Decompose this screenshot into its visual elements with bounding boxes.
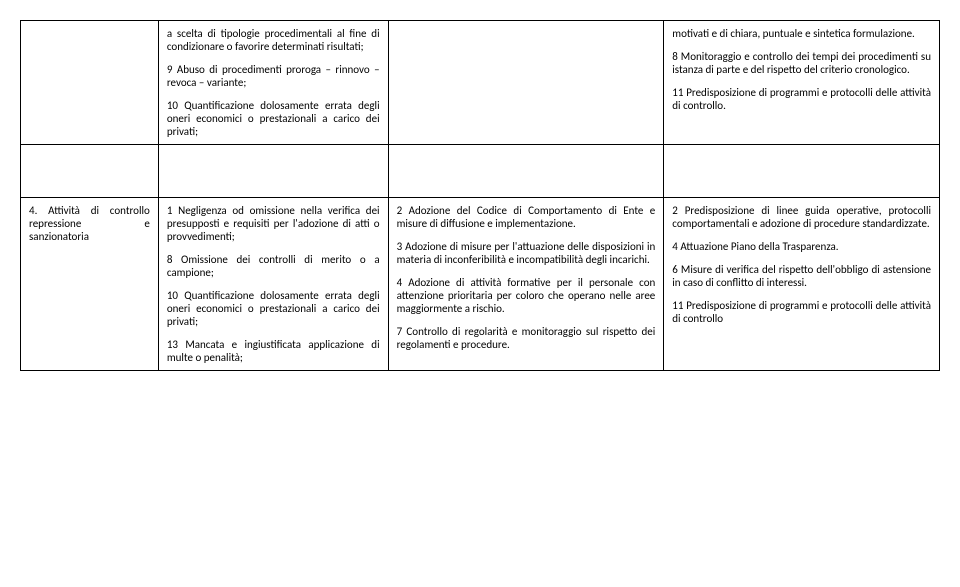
paragraph: 1 Negligenza od omissione nella verifica… — [167, 204, 380, 243]
cell-col2-r1: a scelta di tipologie procedimentali al … — [158, 21, 388, 145]
cell-col3-r1 — [388, 21, 664, 145]
paragraph: 13 Mancata e ingiustificata applicazione… — [167, 338, 380, 364]
cell-col1-r2: 4. Attività di controllo repressione e s… — [21, 198, 159, 371]
paragraph: 11 Predisposizione di programmi e protoc… — [672, 299, 931, 325]
paragraph: 6 Misure di verifica del rispetto dell'o… — [672, 263, 931, 289]
cell-col4-r2: 2 Predisposizione di linee guida operati… — [664, 198, 940, 371]
paragraph: 10 Quantificazione dolosamente errata de… — [167, 99, 380, 138]
cell-col2-r2: 1 Negligenza od omissione nella verifica… — [158, 198, 388, 371]
table-row: a scelta di tipologie procedimentali al … — [21, 21, 940, 145]
paragraph: 4. Attività di controllo repressione e s… — [29, 204, 150, 243]
paragraph: 4 Attuazione Piano della Trasparenza. — [672, 240, 931, 253]
paragraph: 4 Adozione di attività formative per il … — [397, 276, 656, 315]
paragraph: 3 Adozione di misure per l'attuazione de… — [397, 240, 656, 266]
spacer-row — [21, 145, 940, 198]
paragraph: 11 Predisposizione di programmi e protoc… — [672, 86, 931, 112]
paragraph: 2 Adozione del Codice di Comportamento d… — [397, 204, 656, 230]
paragraph: a scelta di tipologie procedimentali al … — [167, 27, 380, 53]
paragraph: 8 Monitoraggio e controllo dei tempi dei… — [672, 50, 931, 76]
paragraph: 7 Controllo di regolarità e monitoraggio… — [397, 325, 656, 351]
paragraph: motivati e di chiara, puntuale e sinteti… — [672, 27, 931, 40]
paragraph: 8 Omissione dei controlli di merito o a … — [167, 253, 380, 279]
cell-col1-r1 — [21, 21, 159, 145]
table-row: 4. Attività di controllo repressione e s… — [21, 198, 940, 371]
document-table: a scelta di tipologie procedimentali al … — [20, 20, 940, 371]
cell-col4-r1: motivati e di chiara, puntuale e sinteti… — [664, 21, 940, 145]
paragraph: 10 Quantificazione dolosamente errata de… — [167, 289, 380, 328]
paragraph: 9 Abuso di procedimenti proroga – rinnov… — [167, 63, 380, 89]
paragraph: 2 Predisposizione di linee guida operati… — [672, 204, 931, 230]
cell-col3-r2: 2 Adozione del Codice di Comportamento d… — [388, 198, 664, 371]
